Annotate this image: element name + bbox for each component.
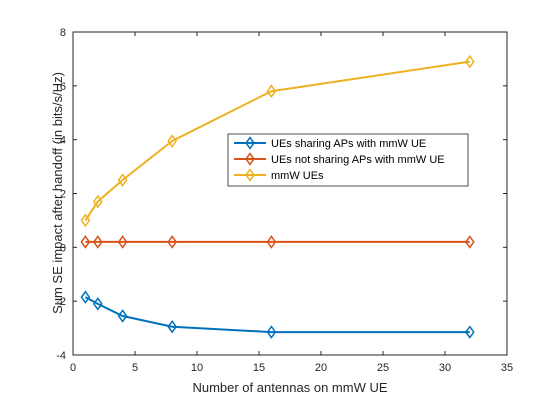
legend-swatch-marker — [245, 168, 255, 182]
data-point — [167, 319, 178, 334]
data-point — [266, 325, 277, 339]
data-point — [92, 297, 103, 311]
legend-label: UEs not sharing APs with mmW UE — [271, 154, 445, 166]
y-axis-label: Sum SE impact after handoff (in bits/s/H… — [50, 72, 65, 314]
x-axis-label: Number of antennas on mmW UE — [192, 380, 387, 395]
plot-area — [73, 32, 507, 355]
y-tick-label: 4 — [60, 135, 66, 147]
data-point — [266, 235, 277, 249]
y-tick-label: 2 — [60, 189, 66, 201]
x-tick-label: 30 — [439, 362, 451, 374]
legend-label: UEs sharing APs with mmW UE — [271, 138, 426, 150]
x-tick-label: 35 — [501, 362, 513, 374]
data-point — [117, 235, 128, 249]
x-tick-label: 5 — [132, 362, 138, 374]
series-2 — [80, 235, 475, 249]
series-line — [84, 296, 470, 334]
data-point — [464, 325, 475, 339]
legend-swatch-marker — [245, 136, 255, 150]
data-point — [80, 235, 91, 249]
y-tick-label: 0 — [60, 242, 66, 254]
x-tick-label: 10 — [191, 362, 203, 374]
legend-box — [227, 133, 469, 187]
data-point — [167, 235, 178, 249]
series-layer — [80, 54, 475, 339]
legend-item: mmW UEs — [234, 168, 324, 182]
series-3 — [80, 54, 475, 228]
data-point — [92, 235, 103, 249]
x-tick-label: 20 — [315, 362, 327, 374]
legend-item: UEs not sharing APs with mmW UE — [234, 152, 445, 166]
data-point — [117, 309, 128, 323]
y-tick-label: 8 — [60, 27, 66, 39]
legend-label: mmW UEs — [271, 170, 324, 182]
ticks-layer: 0 5 10 15 20 25 30 35 -4 -2 0 2 4 6 8 — [56, 27, 513, 374]
y-tick-label: -2 — [56, 296, 66, 308]
legend: UEs sharing APs with mmW UE UEs not shari… — [227, 133, 469, 187]
data-point — [117, 173, 128, 187]
y-tick-label: -4 — [56, 350, 66, 362]
y-tick-label: 6 — [60, 81, 66, 93]
legend-swatch-marker — [245, 152, 255, 166]
x-tick-label: 25 — [377, 362, 389, 374]
x-tick-label: 15 — [253, 362, 265, 374]
data-point — [266, 84, 277, 99]
data-point — [464, 235, 475, 249]
data-point — [80, 290, 91, 304]
legend-item: UEs sharing APs with mmW UE — [234, 136, 426, 150]
data-point — [167, 134, 178, 148]
x-tick-label: 0 — [70, 362, 76, 374]
data-point — [464, 54, 475, 69]
data-point — [80, 213, 91, 228]
series-1 — [80, 290, 475, 339]
data-point — [92, 194, 103, 209]
